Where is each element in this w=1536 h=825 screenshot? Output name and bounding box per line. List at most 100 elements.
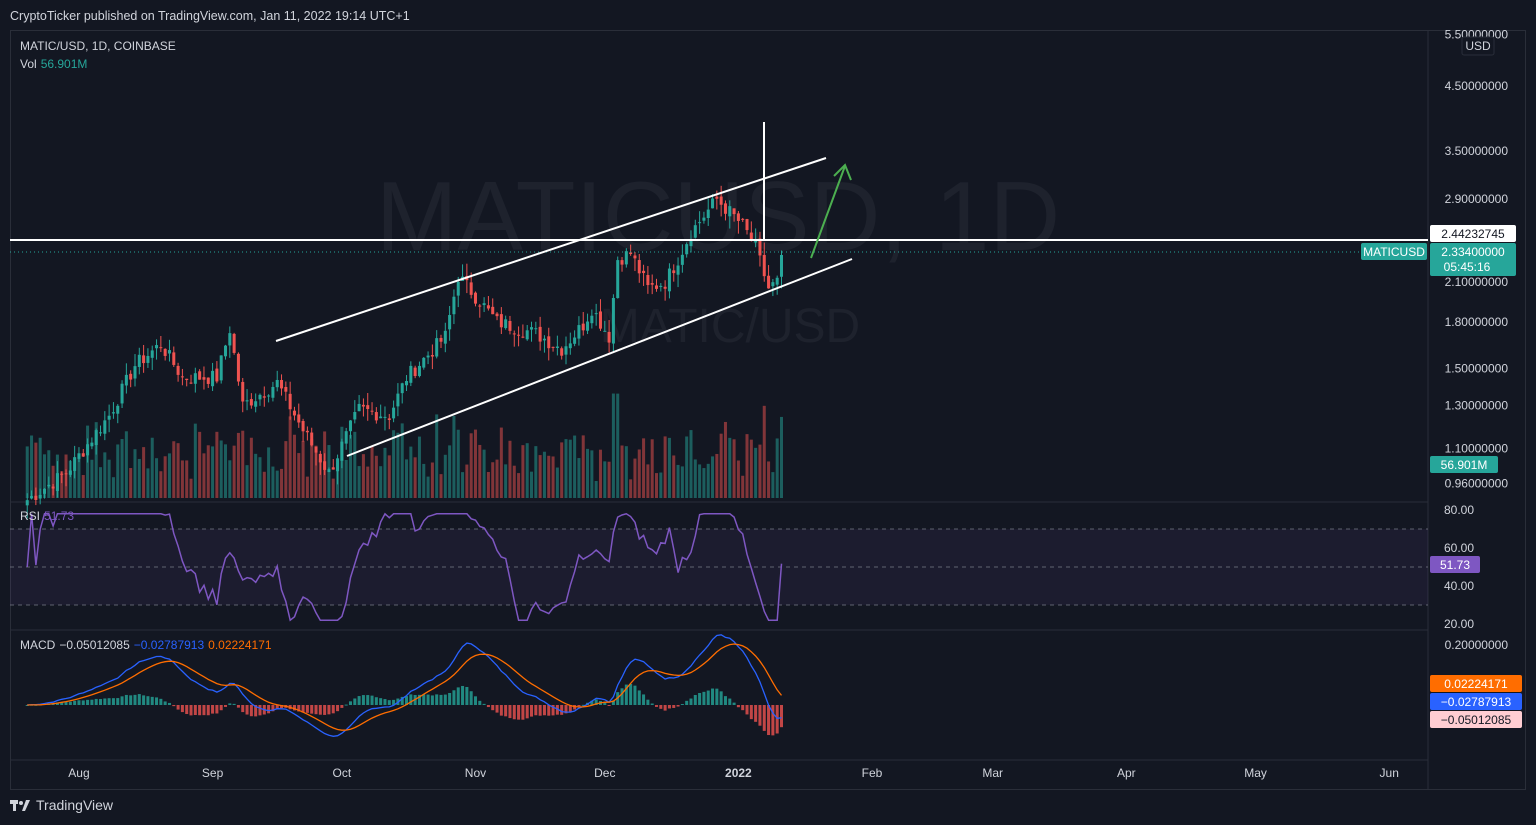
macd-signal-value: 0.02224171	[208, 638, 272, 652]
candle-body	[267, 395, 271, 397]
candle-body	[185, 378, 189, 381]
macd-axis[interactable]: 0.20000000	[1445, 638, 1509, 652]
volume-bar	[620, 445, 624, 498]
footer[interactable]: TradingView	[10, 797, 113, 813]
macd-hist-bar	[124, 694, 128, 705]
volume-bar	[379, 466, 383, 498]
macd-hist-bar	[357, 696, 361, 705]
volume-bar	[719, 433, 723, 498]
candle-body	[478, 305, 482, 307]
volume-bar	[702, 468, 706, 498]
rsi-legend[interactable]: RSI 51.73	[20, 509, 74, 523]
macd-hist-bar	[331, 705, 335, 714]
volume-bar	[180, 460, 184, 498]
macd-hist-bar	[241, 705, 245, 713]
volume-bar	[202, 453, 206, 498]
candle-body	[663, 286, 667, 289]
macd-hist-value: −0.05012085	[59, 638, 130, 652]
volume-bar	[331, 478, 335, 498]
candle-body	[215, 368, 219, 382]
candle-body	[654, 285, 659, 289]
volume-bar	[42, 454, 46, 498]
volume-bar	[435, 414, 439, 498]
volume-bar	[413, 457, 417, 498]
macd-hist-bar	[228, 703, 232, 705]
time-axis[interactable]: Aug Sep Oct Nov Dec 2022 Feb Mar Apr May Jun	[68, 766, 1399, 780]
candle-body	[25, 500, 29, 506]
candle-body	[542, 338, 546, 341]
volume-bar	[508, 440, 512, 498]
macd-hist-bar	[301, 705, 305, 713]
candle-body	[504, 319, 508, 329]
candle-body	[560, 348, 564, 356]
volume-bar	[452, 415, 456, 498]
candle-body	[275, 379, 279, 388]
volume-bar	[547, 455, 551, 498]
macd-line	[27, 634, 782, 737]
macd-hist-bar	[64, 701, 68, 705]
volume-bar	[206, 445, 210, 498]
price-axis[interactable]: 5.500000004.500000003.500000002.90000000…	[1445, 28, 1509, 491]
target-arrow[interactable]	[810, 163, 852, 259]
candle-body	[232, 333, 236, 353]
candle-body	[180, 376, 184, 378]
macd-hist-bar	[685, 700, 689, 705]
channel-lower-line[interactable]	[346, 258, 853, 457]
macd-hist-bar	[779, 705, 784, 728]
channel-upper-line[interactable]	[275, 157, 827, 342]
volume-bar	[30, 435, 34, 498]
candle-body	[594, 313, 598, 315]
candle-body	[629, 252, 633, 254]
volume-bar	[292, 434, 296, 498]
macd-hist-bar	[667, 705, 671, 709]
candle-body	[637, 260, 641, 274]
rsi-axis[interactable]: 80.00 60.00 40.00 20.00	[1444, 503, 1474, 631]
candle-body	[47, 484, 51, 487]
price-tick-label: 2.10000000	[1445, 275, 1509, 289]
candle-body	[689, 239, 693, 247]
volume-bar	[581, 435, 585, 498]
macd-hist-bar	[547, 705, 551, 716]
hist-tag	[1430, 711, 1522, 728]
candle-body	[292, 410, 296, 416]
macd-hist-bar	[767, 705, 771, 736]
candle-body	[693, 225, 697, 238]
volume-bar	[456, 429, 460, 498]
candle-body	[284, 386, 288, 392]
volume-legend[interactable]: Vol 56.901M	[20, 57, 87, 71]
volume-bar	[676, 464, 680, 498]
time-tick-label: May	[1244, 766, 1267, 780]
candle-body	[736, 213, 740, 221]
macd-hist-bar	[637, 690, 641, 705]
volume-bar	[124, 431, 128, 498]
macd-hist-bar	[366, 695, 370, 705]
volume-bar	[232, 445, 236, 498]
macd-line-value: −0.02787913	[133, 638, 205, 652]
time-tick-label: 2022	[725, 766, 752, 780]
volume-bar	[387, 455, 391, 498]
volume-bar	[176, 443, 180, 498]
rsi-tick-label: 60.00	[1444, 541, 1474, 555]
volume-bar	[370, 446, 374, 498]
currency-box[interactable]	[1461, 36, 1495, 56]
macd-hist-bar	[422, 694, 426, 705]
macd-legend[interactable]: MACD −0.05012085 −0.02787913 0.02224171	[20, 638, 272, 652]
macd-hist-bar	[482, 703, 486, 705]
volume-bar	[68, 460, 72, 498]
volume-bar	[314, 445, 318, 498]
volume-bar	[241, 430, 245, 498]
volume-bar	[417, 436, 421, 498]
candle-body	[650, 283, 654, 285]
macd-hist-bar	[198, 705, 202, 716]
candle-body	[370, 410, 374, 412]
volume-bar	[267, 447, 271, 498]
volume-bar	[38, 437, 42, 498]
rsi-tick-label: 20.00	[1444, 617, 1474, 631]
candle-body	[512, 333, 516, 335]
symbol-legend[interactable]: MATIC/USD, 1D, COINBASE	[20, 39, 176, 53]
candle-body	[754, 240, 758, 243]
candle-body	[417, 365, 421, 377]
candle-body	[159, 347, 163, 349]
